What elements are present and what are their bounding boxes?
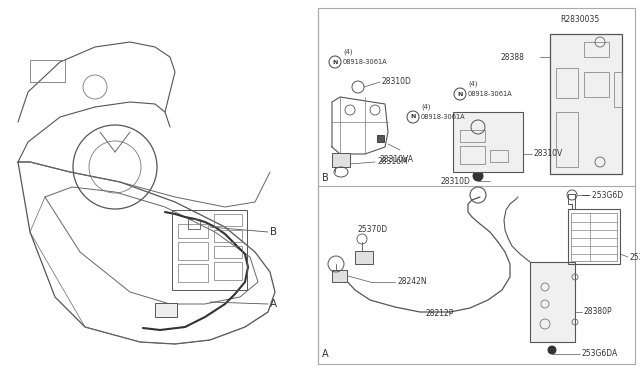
Text: 28316M: 28316M (377, 157, 408, 167)
Text: 28242N: 28242N (397, 278, 427, 286)
Bar (584, 72, 609, 97)
Text: 25390G: 25390G (630, 253, 640, 262)
Text: — 253G6D: — 253G6D (582, 190, 623, 199)
Bar (188, 219, 200, 229)
Text: (4): (4) (421, 104, 431, 110)
Bar (172, 210, 247, 290)
Bar (614, 72, 622, 107)
Text: 25370D: 25370D (358, 224, 388, 234)
Text: N: N (410, 115, 416, 119)
Text: 08918-3061A: 08918-3061A (468, 91, 513, 97)
Text: 28388: 28388 (500, 52, 524, 61)
Text: B: B (270, 227, 277, 237)
Text: B: B (322, 173, 329, 183)
Text: (4): (4) (343, 49, 353, 55)
Text: N: N (458, 92, 463, 96)
Text: N: N (332, 60, 338, 64)
Text: A: A (270, 299, 277, 309)
Bar (178, 264, 208, 282)
Text: 28310D: 28310D (382, 77, 412, 87)
Bar (460, 130, 485, 142)
Circle shape (473, 171, 483, 181)
Bar (214, 246, 242, 258)
Text: 28380P: 28380P (584, 308, 612, 317)
Text: 08918-3061A: 08918-3061A (421, 114, 466, 120)
Bar (30, 60, 65, 82)
Bar (355, 251, 373, 264)
Bar (178, 242, 208, 260)
Bar (571, 213, 617, 261)
Bar (214, 214, 242, 226)
Text: 28310V: 28310V (534, 150, 563, 158)
Bar (556, 112, 578, 167)
Circle shape (548, 346, 556, 354)
Bar (377, 135, 384, 142)
Text: 08918-3061A: 08918-3061A (343, 59, 388, 65)
Text: R2830035: R2830035 (560, 16, 599, 25)
Text: A: A (322, 349, 328, 359)
Bar (178, 224, 208, 238)
Bar (332, 270, 347, 282)
Bar (490, 150, 508, 162)
Text: 28310VA: 28310VA (380, 154, 414, 164)
Text: (4): (4) (468, 81, 477, 87)
Bar (332, 153, 350, 167)
Bar (214, 262, 242, 280)
Bar (556, 68, 578, 98)
Bar (530, 262, 575, 342)
Bar (155, 303, 177, 317)
Bar (453, 112, 523, 172)
Bar (568, 209, 620, 264)
Bar (584, 42, 609, 57)
Bar (550, 34, 622, 174)
Bar (460, 146, 485, 164)
Text: 28310D: 28310D (440, 176, 470, 186)
Bar (214, 230, 242, 242)
Text: 253G6DA: 253G6DA (582, 350, 618, 359)
Text: 28212P: 28212P (425, 310, 453, 318)
